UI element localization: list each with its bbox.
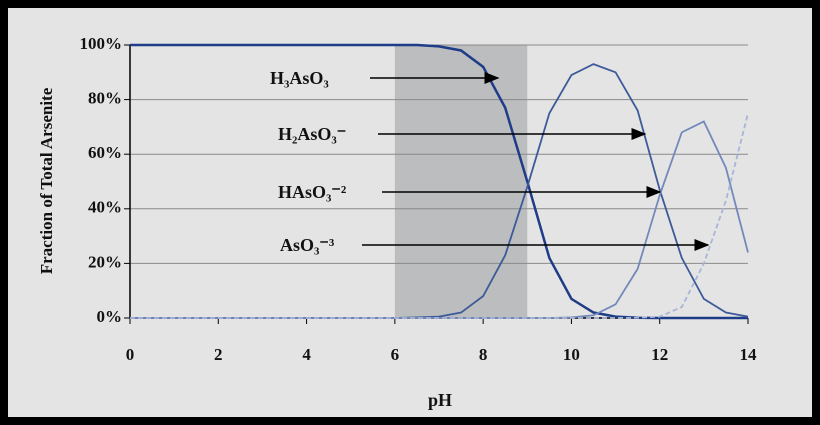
x-tick-label: 14 [740, 345, 758, 364]
series-label: H₃AsO₃ [270, 68, 329, 88]
y-tick-label: 60% [88, 143, 122, 162]
series-line [130, 113, 749, 319]
x-tick-label: 12 [651, 345, 668, 364]
x-tick-label: 4 [302, 345, 311, 364]
y-tick-label: 100% [80, 34, 123, 53]
y-tick-label: 20% [88, 252, 122, 271]
series-label: H₂AsO₃⁻ [278, 124, 346, 144]
series-label: AsO₃⁻³ [280, 235, 335, 255]
y-tick-label: 0% [97, 307, 123, 326]
x-tick-label: 2 [214, 345, 223, 364]
x-tick-label: 8 [479, 345, 488, 364]
x-tick-label: 6 [391, 345, 400, 364]
series-label: HAsO₃⁻² [278, 182, 346, 202]
shaded-range [394, 45, 528, 318]
y-tick-label: 80% [88, 89, 122, 108]
x-tick-label: 10 [563, 345, 580, 364]
x-axis-label: pH [428, 390, 452, 410]
x-tick-label: 0 [126, 345, 135, 364]
y-tick-label: 40% [88, 198, 122, 217]
y-axis-label: Fraction of Total Arsenite [37, 87, 56, 274]
